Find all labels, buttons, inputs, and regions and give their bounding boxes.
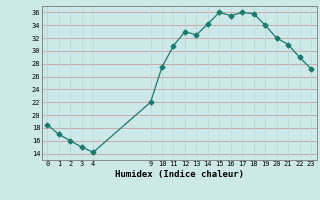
X-axis label: Humidex (Indice chaleur): Humidex (Indice chaleur) bbox=[115, 170, 244, 179]
